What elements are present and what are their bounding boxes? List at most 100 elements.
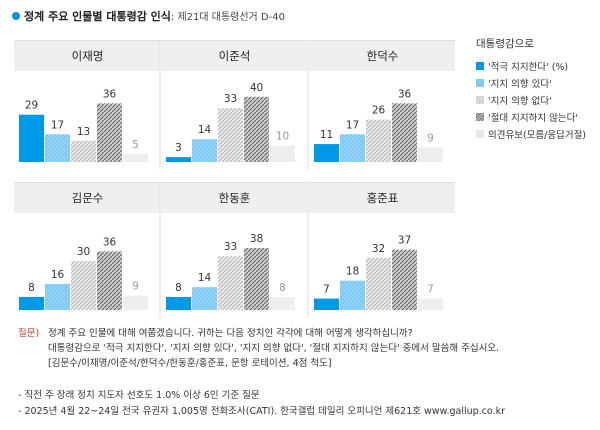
bar-value-label: 36 bbox=[398, 88, 412, 100]
legend-label: '지지 의향 없다' bbox=[488, 95, 552, 107]
bar-value-label: 29 bbox=[25, 100, 38, 112]
bar bbox=[418, 147, 443, 162]
bar-value-label: 32 bbox=[372, 243, 385, 255]
legend-label: '지지 의향 있다' bbox=[488, 78, 552, 90]
bar bbox=[97, 251, 122, 310]
bar bbox=[340, 134, 365, 162]
bar-value-label: 5 bbox=[132, 139, 139, 151]
bar-value-label: 37 bbox=[398, 235, 411, 247]
bar-value-label: 33 bbox=[224, 93, 237, 105]
bar bbox=[123, 295, 148, 310]
chart-title: 정계 주요 인물별 대통령감 인식: 제21대 대통령선거 D-40 bbox=[12, 8, 285, 24]
bar-value-label: 14 bbox=[198, 124, 212, 136]
bar-value-label: 8 bbox=[28, 282, 35, 294]
footnote: - 2025년 4월 22~24일 전국 유권자 1,005명 전화조사(CAT… bbox=[18, 406, 505, 417]
legend-swatch bbox=[476, 112, 484, 121]
bar bbox=[392, 249, 417, 310]
bar-value-label: 36 bbox=[103, 236, 117, 248]
bar bbox=[366, 119, 391, 162]
bar bbox=[314, 298, 339, 310]
panel-header bbox=[161, 40, 307, 71]
bar bbox=[192, 287, 217, 310]
panel-title: 한동훈 bbox=[219, 191, 251, 205]
question-line: 정계 주요 인물에 대해 여쭙겠습니다. 귀하는 다음 정치인 각각에 대해 어… bbox=[48, 328, 413, 339]
bar-value-label: 17 bbox=[346, 119, 359, 131]
legend-title: 대통령감으로 bbox=[476, 38, 534, 50]
bar-value-label: 7 bbox=[427, 284, 434, 296]
legend: 대통령감으로 '적극 지지한다' (%) '지지 의향 있다' '지지 의향 없다'… bbox=[476, 36, 586, 142]
bar bbox=[45, 134, 70, 162]
bar-value-label: 8 bbox=[175, 282, 182, 294]
bar bbox=[71, 261, 96, 310]
bar-value-label: 16 bbox=[51, 269, 65, 281]
panel-title: 홍준표 bbox=[367, 191, 399, 205]
panel-title: 김문수 bbox=[72, 191, 104, 205]
panel-title: 이준석 bbox=[219, 49, 251, 63]
bar bbox=[166, 157, 191, 162]
panel-chart: 이재명 29 17 13 36 5 이준석 3 14 33 40 10 한덕수 11 17 26 36 9 김문수 8… bbox=[14, 40, 455, 318]
bar bbox=[19, 296, 44, 310]
legend-swatch bbox=[476, 78, 484, 87]
bar bbox=[19, 114, 44, 162]
legend-item: '절대 지지하지 않는다' bbox=[476, 108, 586, 125]
title-main: 정계 주요 인물별 대통령감 인식 bbox=[24, 10, 171, 23]
question-line: 대통령감으로 '적극 지지한다', '지지 의향 있다', '지지 의향 없다'… bbox=[48, 343, 500, 354]
question-notes: 질문) 정계 주요 인물에 대해 여쭙겠습니다. 귀하는 다음 정치인 각각에 대… bbox=[18, 326, 499, 371]
bar-value-label: 8 bbox=[279, 282, 286, 294]
bar-value-label: 17 bbox=[51, 119, 64, 131]
footnote: - 직전 주 장래 정치 지도자 선호도 1.0% 이상 6인 기준 질문 bbox=[18, 390, 260, 401]
bar-value-label: 30 bbox=[77, 246, 90, 258]
panel-title: 이재명 bbox=[72, 49, 104, 63]
title-sub: : 제21대 대통령선거 D-40 bbox=[170, 12, 285, 23]
legend-swatch bbox=[476, 61, 484, 70]
bar-value-label: 3 bbox=[175, 142, 182, 154]
bullet-icon bbox=[12, 12, 20, 20]
bar-value-label: 18 bbox=[346, 266, 359, 278]
bar-value-label: 33 bbox=[224, 241, 237, 253]
bar bbox=[218, 256, 243, 310]
bar bbox=[97, 103, 122, 162]
legend-item: 의견유보(모름/응답거절) bbox=[476, 125, 586, 142]
legend-label: 의견유보(모름/응답거절) bbox=[488, 129, 587, 141]
bar-value-label: 9 bbox=[132, 280, 139, 292]
bar-value-label: 40 bbox=[250, 82, 263, 94]
legend-label: '적극 지지한다' (%) bbox=[488, 61, 569, 73]
legend-label: '절대 지지하지 않는다' bbox=[488, 112, 578, 124]
bar bbox=[392, 103, 417, 162]
legend-item: '지지 의향 없다' bbox=[476, 91, 586, 108]
bar bbox=[366, 257, 391, 310]
panel-header bbox=[309, 40, 455, 71]
bar-value-label: 11 bbox=[320, 129, 333, 141]
footnotes: - 직전 주 장래 정치 지도자 선호도 1.0% 이상 6인 기준 질문 - … bbox=[18, 388, 505, 420]
bar bbox=[244, 96, 269, 162]
bar bbox=[45, 283, 70, 310]
bar-value-label: 9 bbox=[427, 132, 434, 144]
question-line: [김문수/이재명/이준석/한덕수/한동훈/홍준표, 문항 로테이션, 4점 척도… bbox=[48, 358, 332, 369]
bar bbox=[314, 144, 339, 162]
bar-value-label: 14 bbox=[198, 272, 212, 284]
legend-item: '지지 의향 있다' bbox=[476, 74, 586, 91]
bar bbox=[71, 140, 96, 162]
bar-value-label: 36 bbox=[103, 88, 117, 100]
panel-header bbox=[14, 40, 160, 71]
bar-value-label: 26 bbox=[372, 105, 386, 117]
bar bbox=[270, 145, 295, 162]
bar bbox=[218, 108, 243, 162]
bar bbox=[244, 248, 269, 310]
legend-swatch bbox=[476, 129, 484, 138]
panel-header bbox=[309, 182, 455, 213]
bar bbox=[123, 153, 148, 162]
bar bbox=[166, 296, 191, 310]
bar bbox=[192, 139, 217, 162]
legend-item: '적극 지지한다' (%) bbox=[476, 57, 586, 74]
bar-value-label: 10 bbox=[276, 131, 289, 143]
panel-title: 한덕수 bbox=[367, 49, 399, 63]
question-label: 질문) bbox=[18, 328, 40, 339]
bar bbox=[270, 296, 295, 310]
legend-swatch bbox=[476, 95, 484, 104]
bar bbox=[418, 298, 443, 310]
bar-value-label: 38 bbox=[250, 233, 263, 245]
bar-value-label: 7 bbox=[323, 284, 330, 296]
panel-header bbox=[161, 182, 307, 213]
